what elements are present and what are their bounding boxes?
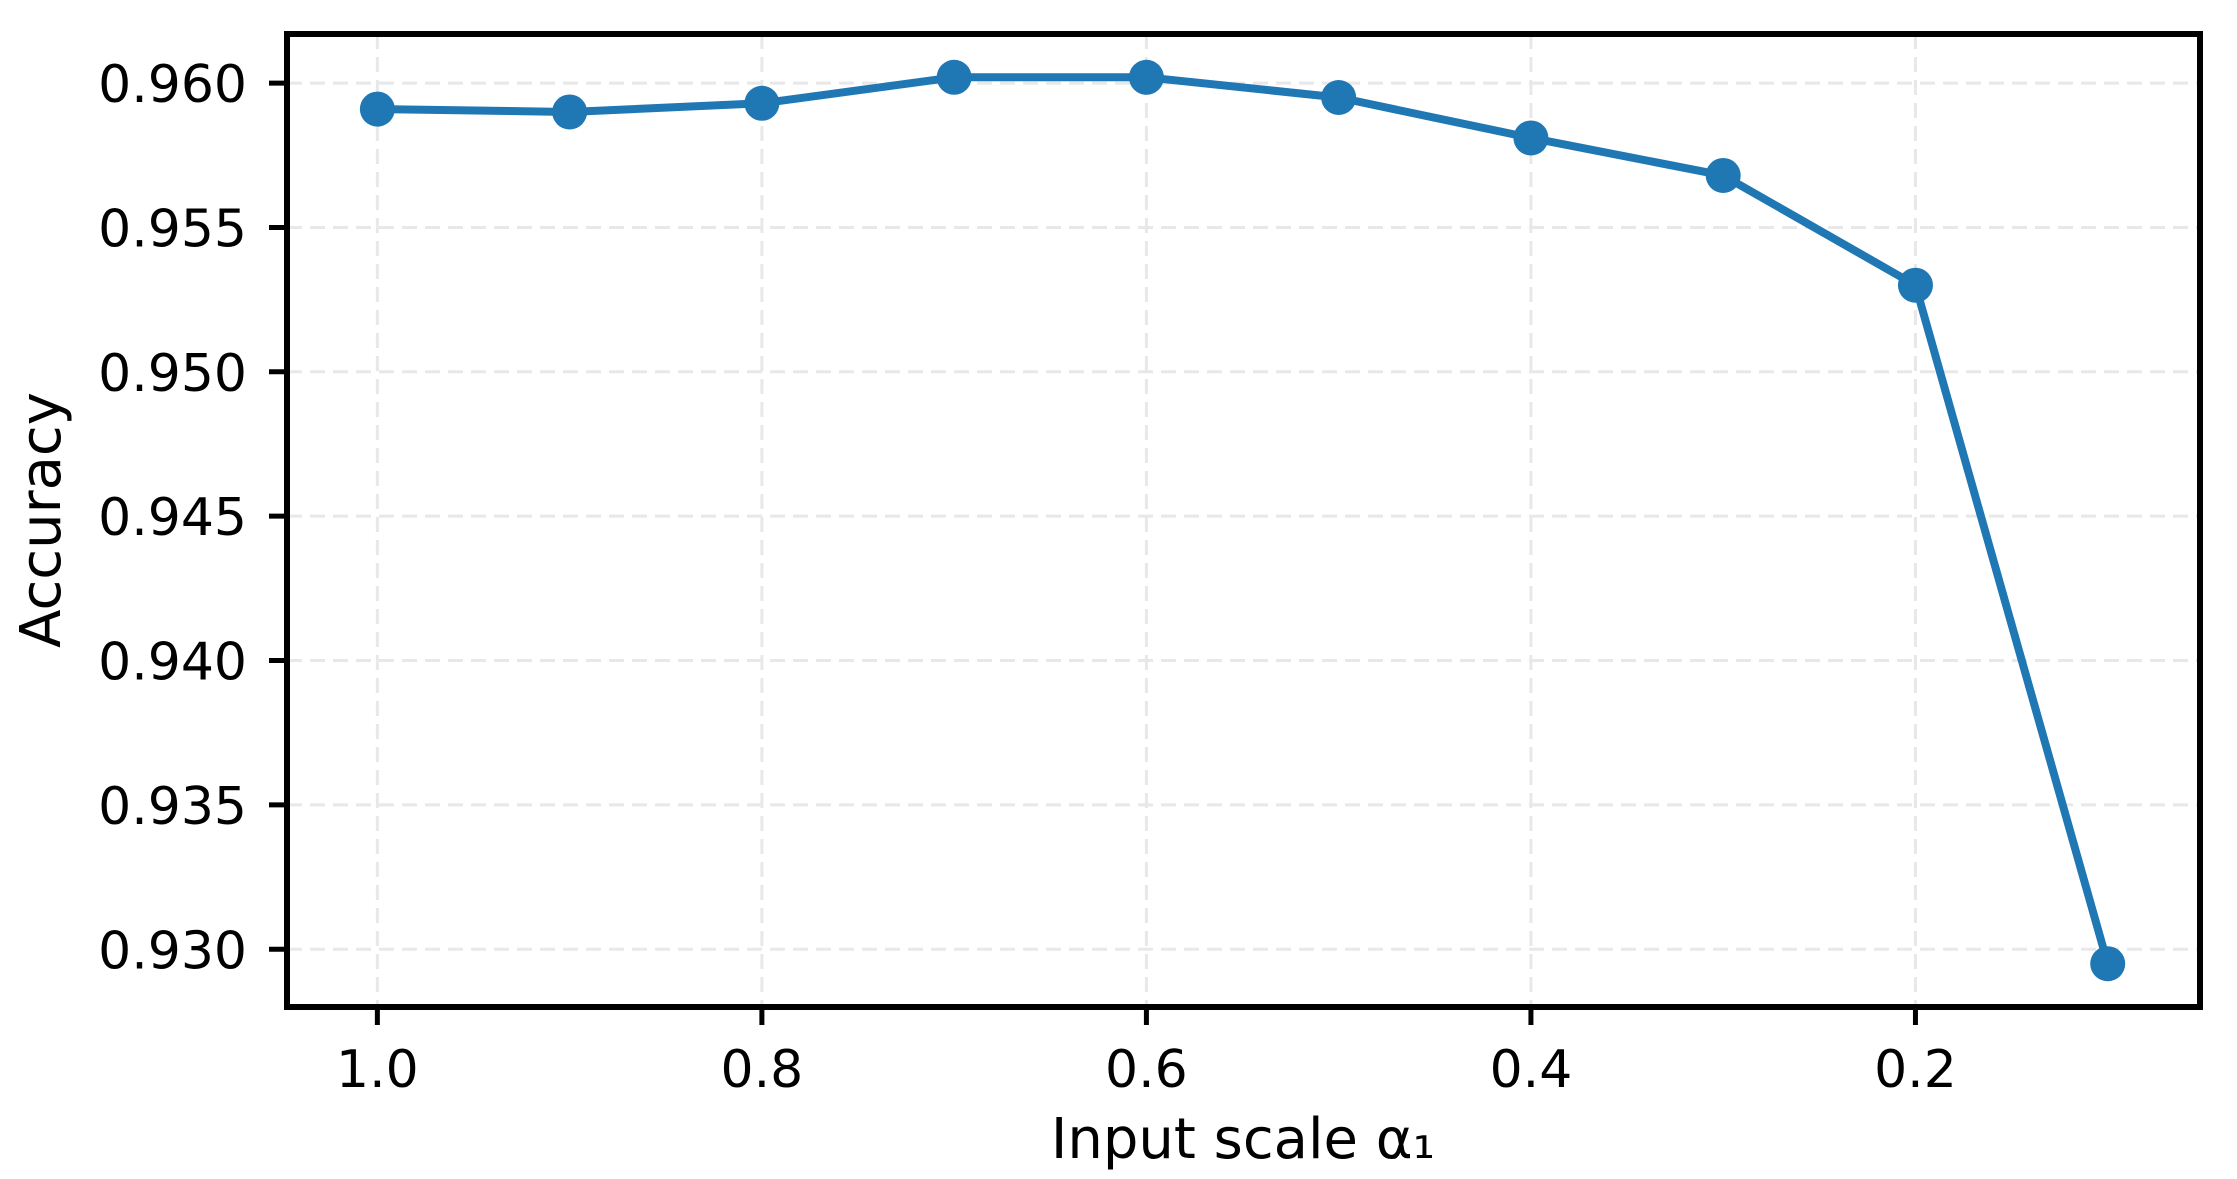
- plot-border: [284, 31, 2203, 1010]
- data-point-marker: [1128, 59, 1164, 95]
- y-tick-label: 0.955: [98, 199, 247, 259]
- x-tick-label: 0.2: [1874, 1040, 1957, 1100]
- x-tick-label: 0.6: [1105, 1040, 1188, 1100]
- y-tick-label: 0.945: [98, 488, 247, 548]
- data-point-marker: [1321, 80, 1357, 116]
- x-tick-label: 0.4: [1490, 1040, 1573, 1100]
- data-point-marker: [744, 85, 780, 121]
- data-point-marker: [359, 91, 395, 127]
- x-tick-label: 0.8: [721, 1040, 804, 1100]
- axes-layer: 1.0 0.8 0.6 0.4 0.2 0.930 0.935 0.940 0.945 0.950…: [98, 31, 2203, 1100]
- data-point-marker: [936, 59, 972, 95]
- data-point-marker: [1897, 267, 1933, 303]
- x-axis-label: Input scale α₁: [1051, 1107, 1435, 1172]
- data-point-marker: [2090, 946, 2126, 982]
- data-point-marker: [552, 94, 588, 130]
- x-tick-label: 1.0: [336, 1040, 419, 1100]
- y-tick-label: 0.960: [98, 55, 247, 115]
- y-tick-label: 0.930: [98, 921, 247, 981]
- y-tick-label: 0.950: [98, 344, 247, 404]
- y-tick-label: 0.940: [98, 633, 247, 693]
- data-point-marker: [1705, 157, 1741, 193]
- data-series-layer: [359, 59, 2126, 982]
- y-tick-label: 0.935: [98, 777, 247, 837]
- gridlines-layer: [287, 34, 2200, 1007]
- accuracy-line: [373, 73, 2112, 968]
- data-point-marker: [1513, 120, 1549, 156]
- y-axis-label: Accuracy: [9, 392, 74, 648]
